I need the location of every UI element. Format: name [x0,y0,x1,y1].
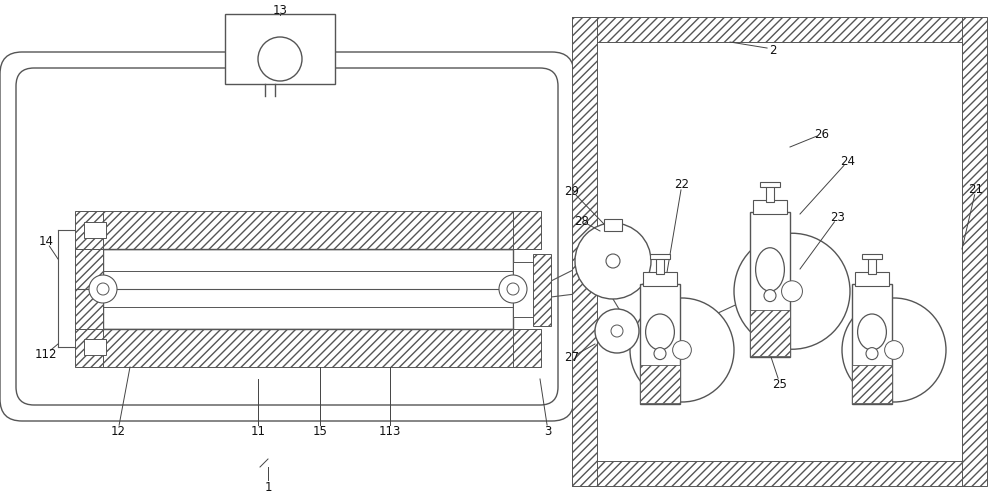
Text: 22: 22 [674,178,690,191]
Bar [640,285,680,404]
Bar [572,461,982,486]
Bar [855,273,889,287]
Ellipse shape [858,314,886,350]
Bar [225,15,335,85]
Bar [650,255,670,260]
Bar [643,273,677,287]
Bar [862,255,882,260]
Text: 1: 1 [264,480,272,493]
Bar [103,249,513,329]
Text: 23: 23 [831,211,845,224]
Text: 26: 26 [814,128,829,141]
Circle shape [734,234,850,350]
Bar [766,187,774,202]
Bar [962,18,987,486]
Text: 28: 28 [575,215,589,228]
Circle shape [258,38,302,82]
Text: 113: 113 [379,425,401,438]
Text: 27: 27 [564,351,580,364]
Circle shape [630,299,734,402]
Bar [868,259,876,275]
Circle shape [673,341,691,360]
Ellipse shape [646,314,674,350]
Bar [78,329,516,367]
Text: 24: 24 [840,155,855,168]
Bar [750,311,790,356]
Bar [75,211,103,249]
Circle shape [885,341,903,360]
Text: 3: 3 [544,425,552,438]
Circle shape [507,284,519,296]
Bar [75,249,103,329]
Circle shape [89,276,117,304]
Bar [852,365,892,403]
Text: 14: 14 [39,235,54,248]
Circle shape [606,255,620,269]
Bar [572,18,982,43]
Bar [750,212,790,357]
Text: 29: 29 [564,185,580,198]
Ellipse shape [756,248,784,292]
Bar [75,329,103,367]
Circle shape [611,325,623,337]
Bar [513,263,535,317]
Text: 2: 2 [769,44,777,57]
Circle shape [764,290,776,302]
Bar [852,285,892,404]
Bar [604,219,622,231]
Text: 12: 12 [111,425,126,438]
Text: 21: 21 [968,183,983,196]
Bar [84,339,106,355]
Text: 15: 15 [313,425,327,438]
Text: 13: 13 [273,4,287,17]
Circle shape [499,276,527,304]
Bar [640,365,680,403]
Circle shape [866,348,878,360]
Circle shape [97,284,109,296]
Bar [760,183,780,188]
Bar [513,329,541,367]
Bar [572,18,597,486]
Bar [656,259,664,275]
Bar [533,255,551,326]
Circle shape [782,281,802,302]
Text: 11: 11 [251,425,266,438]
Text: 25: 25 [773,378,787,391]
Circle shape [654,348,666,360]
Bar [84,222,106,238]
Circle shape [595,310,639,353]
Bar [513,211,541,249]
Circle shape [575,223,651,300]
Bar [78,211,516,249]
Circle shape [842,299,946,402]
Text: 112: 112 [35,348,57,361]
Bar [753,200,787,214]
